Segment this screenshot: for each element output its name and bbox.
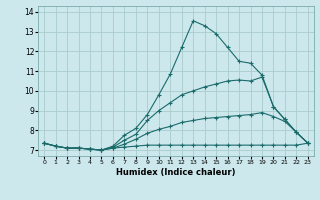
X-axis label: Humidex (Indice chaleur): Humidex (Indice chaleur) [116, 168, 236, 177]
